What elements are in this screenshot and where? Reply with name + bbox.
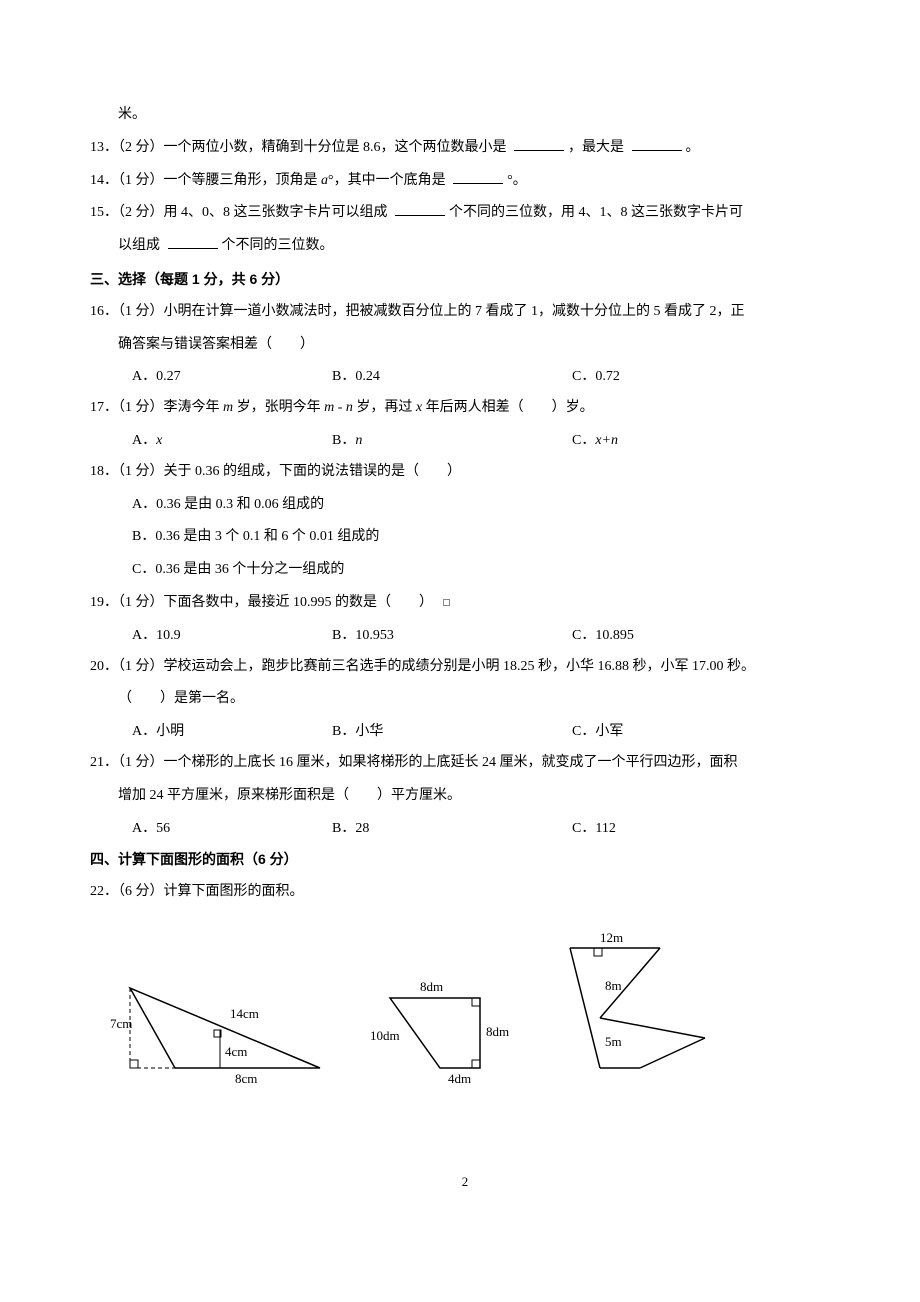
q19-stem-text: 19．（1 分）下面各数中，最接近 10.995 的数是（ ）	[90, 595, 433, 610]
q12-tail: 米。	[90, 100, 840, 131]
q17-mid2: 岁，再过	[353, 400, 416, 415]
q17-m: m	[223, 400, 233, 415]
q19-opt-a: A．10.9	[132, 621, 332, 652]
q17-a-val: x	[156, 433, 162, 448]
page-number: 2	[90, 1168, 840, 1197]
fig2-left: 10dm	[370, 1028, 400, 1043]
fig3-bottom: 5m	[605, 1034, 622, 1049]
q17-a-pre: A．	[132, 433, 156, 448]
blank	[453, 170, 503, 184]
q14: 14．（1 分）一个等腰三角形，顶角是 a°，其中一个底角是 °。	[90, 166, 840, 197]
q17-c-val: x+n	[595, 433, 618, 448]
q14-pre: 14．（1 分）一个等腰三角形，顶角是	[90, 173, 321, 188]
q21-opt-a: A．56	[132, 814, 332, 845]
figure-composite: 12m 8m 5m	[540, 928, 720, 1088]
fig1-base: 8cm	[235, 1071, 257, 1086]
q18-opt-b: B．0.36 是由 3 个 0.1 和 6 个 0.01 组成的	[90, 522, 840, 553]
q22-figures: 7cm 14cm 4cm 8cm 8dm 10dm 8dm 4dm 12m 8m…	[90, 928, 840, 1088]
q16-line2: 确答案与错误答案相差（ ）	[90, 330, 840, 361]
q17-b-val: n	[355, 433, 362, 448]
q17-options: A．x B．n C．x+n	[90, 426, 840, 457]
q17-mid1: 岁，张明今年	[233, 400, 324, 415]
q20-line1: 20．（1 分）学校运动会上，跑步比赛前三名选手的成绩分别是小明 18.25 秒…	[90, 652, 840, 683]
q14-var: a	[321, 173, 328, 188]
q14-mid: °，其中一个底角是	[328, 173, 449, 188]
fig2-top: 8dm	[420, 979, 443, 994]
fig3-top: 12m	[600, 930, 623, 945]
blank	[514, 137, 564, 151]
q17-c-pre: C．	[572, 433, 595, 448]
blank	[168, 235, 218, 249]
q20-opt-a: A．小明	[132, 717, 332, 748]
q21-line1: 21．（1 分）一个梯形的上底长 16 厘米，如果将梯形的上底延长 24 厘米，…	[90, 748, 840, 779]
q19-opt-b: B．10.953	[332, 621, 572, 652]
q22-stem: 22．（6 分）计算下面图形的面积。	[90, 877, 840, 908]
q20-line2: （ ）是第一名。	[90, 684, 840, 715]
q20-opt-c: C．小军	[572, 717, 772, 748]
q20-options: A．小明 B．小华 C．小军	[90, 717, 840, 748]
q17-pre: 17．（1 分）李涛今年	[90, 400, 223, 415]
page-mark-icon	[443, 599, 450, 606]
q21-opt-c: C．112	[572, 814, 772, 845]
q13-post: 。	[686, 140, 700, 155]
q15-l2-post: 个不同的三位数。	[222, 238, 334, 253]
figure-trapezoid: 8dm 10dm 8dm 4dm	[350, 968, 520, 1088]
q19-opt-c: C．10.895	[572, 621, 772, 652]
q17: 17．（1 分）李涛今年 m 岁，张明今年 m - n 岁，再过 x 年后两人相…	[90, 393, 840, 424]
q16-opt-c: C．0.72	[572, 362, 772, 393]
q21-opt-b: B．28	[332, 814, 572, 845]
fig3-mid: 8m	[605, 978, 622, 993]
q18-opt-a: A．0.36 是由 0.3 和 0.06 组成的	[90, 490, 840, 521]
q15-mid: 个不同的三位数，用 4、1、8 这三张数字卡片可	[449, 205, 743, 220]
q15-line2: 以组成 个不同的三位数。	[90, 231, 840, 262]
q19-options: A．10.9 B．10.953 C．10.895	[90, 621, 840, 652]
blank	[632, 137, 682, 151]
fig1-hyp: 14cm	[230, 1006, 259, 1021]
q17-b-pre: B．	[332, 433, 355, 448]
q21-options: A．56 B．28 C．112	[90, 814, 840, 845]
q17-mn: m - n	[324, 400, 353, 415]
q21-line2: 增加 24 平方厘米，原来梯形面积是（ ）平方厘米。	[90, 781, 840, 812]
section-4-heading: 四、计算下面图形的面积（6 分）	[90, 844, 840, 875]
q20-opt-b: B．小华	[332, 717, 572, 748]
q19-stem: 19．（1 分）下面各数中，最接近 10.995 的数是（ ）	[90, 588, 840, 619]
q16-options: A．0.27 B．0.24 C．0.72	[90, 362, 840, 393]
q18-opt-c: C．0.36 是由 36 个十分之一组成的	[90, 555, 840, 586]
q16-opt-b: B．0.24	[332, 362, 572, 393]
fig2-right: 8dm	[486, 1024, 509, 1039]
q14-post: °。	[507, 173, 527, 188]
section-3-heading: 三、选择（每题 1 分，共 6 分）	[90, 264, 840, 295]
q13-pre: 13．（2 分）一个两位小数，精确到十分位是 8.6，这个两位数最小是	[90, 140, 510, 155]
q17-opt-c: C．x+n	[572, 426, 772, 457]
q13-mid: ，最大是	[568, 140, 628, 155]
q18-stem: 18．（1 分）关于 0.36 的组成，下面的说法错误的是（ ）	[90, 457, 840, 488]
fig2-bottom: 4dm	[448, 1071, 471, 1086]
q15-pre: 15．（2 分）用 4、0、8 这三张数字卡片可以组成	[90, 205, 391, 220]
q15-line1: 15．（2 分）用 4、0、8 这三张数字卡片可以组成 个不同的三位数，用 4、…	[90, 198, 840, 229]
q17-post: 年后两人相差（ ）岁。	[422, 400, 594, 415]
q17-opt-b: B．n	[332, 426, 572, 457]
q16-opt-a: A．0.27	[132, 362, 332, 393]
q16-line1: 16．（1 分）小明在计算一道小数减法时，把被减数百分位上的 7 看成了 1，减…	[90, 297, 840, 328]
q17-opt-a: A．x	[132, 426, 332, 457]
figure-triangle: 7cm 14cm 4cm 8cm	[110, 968, 330, 1088]
blank	[395, 202, 445, 216]
fig1-left: 7cm	[110, 1016, 132, 1031]
fig1-h: 4cm	[225, 1044, 247, 1059]
q13: 13．（2 分）一个两位小数，精确到十分位是 8.6，这个两位数最小是 ，最大是…	[90, 133, 840, 164]
q15-l2-pre: 以组成	[118, 238, 164, 253]
